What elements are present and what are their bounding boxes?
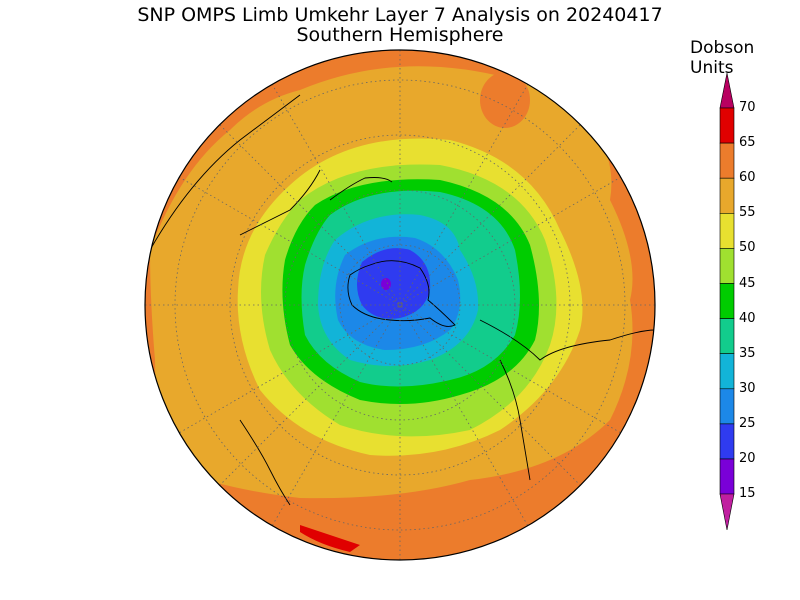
contour-15-20 xyxy=(381,278,391,290)
colorbar xyxy=(719,72,735,531)
colorbar-segment-15-20 xyxy=(719,458,735,495)
colorbar-label: 30 xyxy=(739,380,756,396)
colorbar-segment-55-60 xyxy=(719,177,735,214)
colorbar-title-line2: Units xyxy=(690,58,734,78)
map-subtitle: Southern Hemisphere xyxy=(296,24,504,46)
coastlines xyxy=(149,94,655,506)
colorbar-segment-25-30 xyxy=(719,388,735,425)
colorbar-label: 40 xyxy=(739,310,756,326)
graticule xyxy=(145,50,655,560)
contour-fill xyxy=(145,50,655,560)
colorbar-segment-35-40 xyxy=(719,318,735,355)
colorbar-segment-30-35 xyxy=(719,353,735,390)
colorbar-label: 50 xyxy=(739,240,756,256)
colorbar-segment-60-65 xyxy=(719,142,735,179)
colorbar-segment-65-70 xyxy=(719,107,735,144)
colorbar-label: 15 xyxy=(739,486,756,502)
colorbar-segment-50-55 xyxy=(719,213,735,249)
map-title: SNP OMPS Limb Umkehr Layer 7 Analysis on… xyxy=(137,4,663,26)
contour-20-25 xyxy=(357,248,431,319)
colorbar-segment-45-50 xyxy=(719,248,735,284)
map-border xyxy=(144,49,656,561)
colorbar-label: 20 xyxy=(739,451,756,466)
colorbar-label: 35 xyxy=(739,345,756,361)
colorbar-label: 60 xyxy=(739,170,756,186)
colorbar-label: 70 xyxy=(739,100,756,115)
colorbar-label: 45 xyxy=(739,275,756,291)
colorbar-label: 55 xyxy=(739,205,756,221)
colorbar-segment-20-25 xyxy=(719,423,735,460)
colorbar-top-arrow xyxy=(719,72,735,109)
colorbar-label: 25 xyxy=(739,415,756,431)
colorbar-title-line1: Dobson xyxy=(690,38,755,58)
colorbar-label: 65 xyxy=(739,135,756,151)
colorbar-segments xyxy=(719,107,735,495)
colorbar-bottom-arrow xyxy=(719,493,735,531)
colorbar-segment-40-45 xyxy=(719,283,735,319)
